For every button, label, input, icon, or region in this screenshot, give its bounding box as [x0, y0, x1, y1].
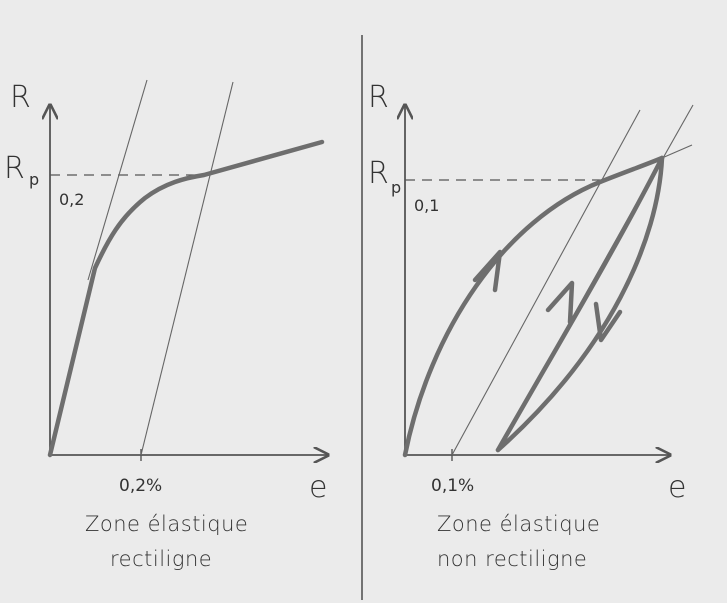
left-caption-line2: rectiligne	[110, 547, 213, 571]
left-stress-strain-curve	[47, 139, 325, 458]
right-yield-sub-p: p	[391, 178, 402, 197]
right-caption-line1: Zone élastique	[437, 512, 601, 536]
right-curve-extension	[661, 144, 693, 159]
right-loading-arrow	[472, 249, 503, 293]
right-unloading-curve	[495, 155, 665, 453]
left-yield-symbol: R	[4, 151, 25, 186]
left-y-axis-label: R	[10, 80, 31, 115]
right-yield-sub-offset: 0,1	[414, 196, 440, 215]
right-x-tick-label: 0,1%	[431, 476, 475, 496]
left-yield-sub-p: p	[29, 170, 40, 189]
right-y-axis-label: R	[368, 80, 389, 115]
right-loading-curve	[402, 155, 665, 458]
right-offset-parallel-line	[451, 109, 641, 456]
left-x-axis-label: e	[309, 470, 328, 505]
right-chart	[402, 105, 694, 461]
right-yield-symbol: R	[368, 156, 389, 191]
left-elastic-slope-line	[87, 79, 148, 281]
left-x-tick-label: 0,2%	[119, 476, 163, 496]
left-chart	[47, 79, 328, 461]
right-unloading-arrow	[593, 301, 623, 343]
right-caption-line2: non rectiligne	[437, 547, 588, 571]
left-offset-parallel-line	[140, 81, 234, 456]
right-reloading-curve	[495, 155, 665, 453]
left-caption-line1: Zone élastique	[85, 512, 249, 536]
right-x-axis-label: e	[668, 470, 687, 505]
right-reloading-arrow	[545, 280, 575, 325]
left-yield-sub-offset: 0,2	[59, 190, 85, 209]
